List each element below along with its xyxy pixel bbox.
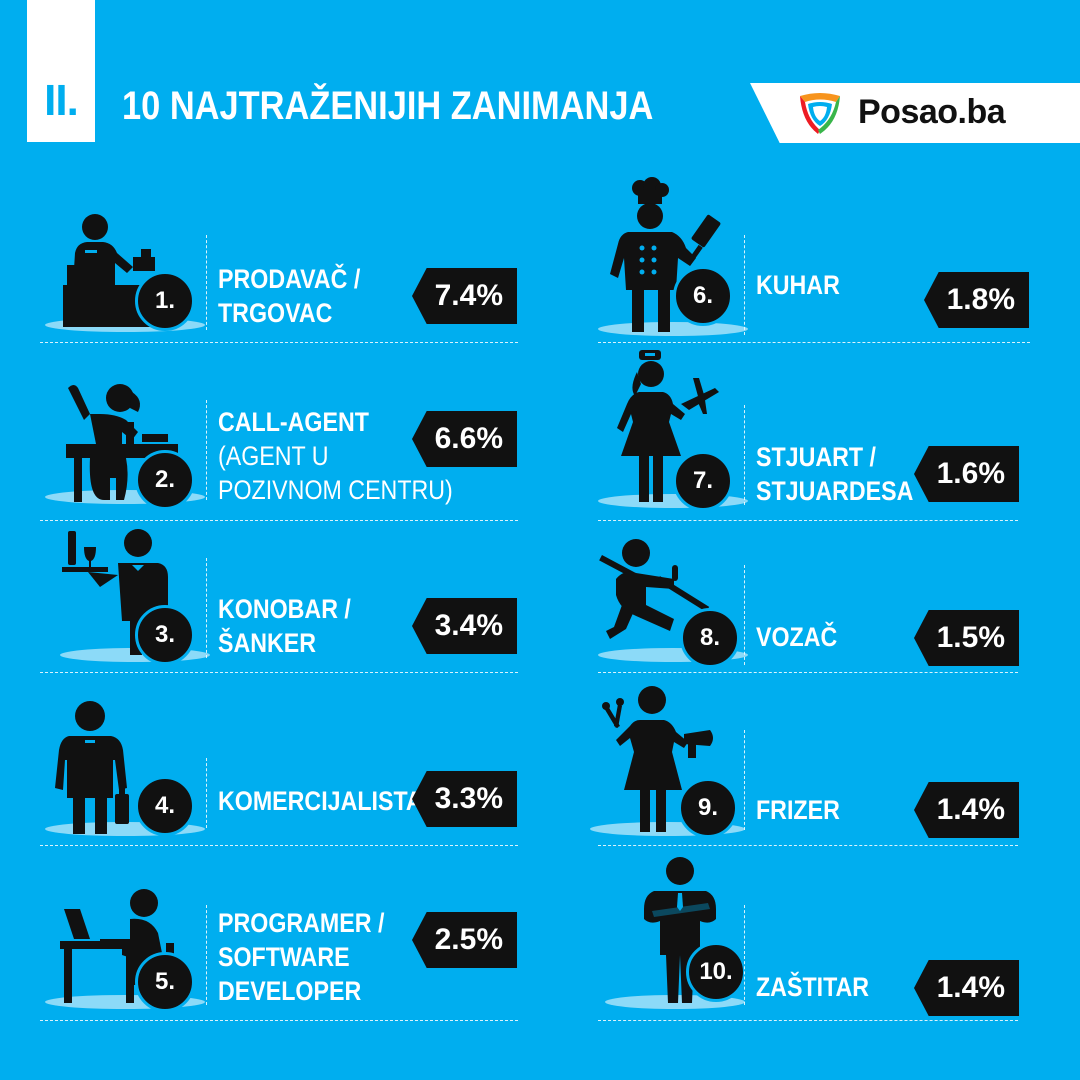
- percent-badge: 3.4%: [412, 598, 517, 654]
- percent-badge: 1.4%: [914, 960, 1019, 1016]
- row-separator: [598, 342, 1030, 343]
- occupation-label: KONOBAR / ŠANKER: [218, 594, 351, 658]
- percent-badge: 3.3%: [412, 771, 517, 827]
- rank-badge: 9.: [678, 778, 738, 838]
- rank-badge: 4.: [135, 776, 195, 836]
- rank-badge: 1.: [135, 271, 195, 331]
- divider: [206, 558, 207, 658]
- divider: [206, 758, 207, 828]
- row-separator: [40, 520, 518, 521]
- divider: [206, 235, 207, 330]
- hairdresser-icon: [602, 686, 713, 832]
- driver-icon: [599, 539, 710, 639]
- row-separator: [40, 672, 518, 673]
- rank-badge: 3.: [135, 605, 195, 665]
- security-guard-icon: [644, 857, 716, 1003]
- row-separator: [598, 1020, 1018, 1021]
- brand-logo-icon: [800, 93, 840, 134]
- row-separator: [40, 1020, 518, 1021]
- percent-badge: 1.5%: [914, 610, 1019, 666]
- salesman-icon: [55, 701, 129, 834]
- percent-badge: 1.8%: [924, 272, 1029, 328]
- percent-badge: 1.6%: [914, 446, 1019, 502]
- chef-icon: [610, 177, 721, 332]
- row-separator: [40, 845, 518, 846]
- percent-badge: 1.4%: [914, 782, 1019, 838]
- flight-attendant-icon: [617, 350, 719, 502]
- occupation-label: FRIZER: [756, 795, 840, 825]
- occupation-label: CALL-AGENT (AGENT U POZIVNOM CENTRU): [218, 407, 453, 505]
- occupation-label: ZAŠTITAR: [756, 972, 870, 1002]
- divider: [744, 905, 745, 1005]
- row-separator: [40, 342, 518, 343]
- occupation-label: KUHAR: [756, 270, 840, 300]
- percent-badge: 7.4%: [412, 268, 517, 324]
- row-separator: [598, 845, 1018, 846]
- divider: [744, 405, 745, 505]
- occupation-label: STJUART / STJUARDESA: [756, 442, 914, 506]
- occupation-label: PRODAVAČ / TRGOVAC: [218, 264, 361, 328]
- rank-badge: 8.: [680, 608, 740, 668]
- divider: [744, 235, 745, 335]
- row-separator: [598, 672, 1018, 673]
- rank-badge: 2.: [135, 450, 195, 510]
- rank-badge: 5.: [135, 952, 195, 1012]
- divider: [744, 565, 745, 665]
- section-number-badge: II.: [27, 0, 95, 142]
- rank-badge: 6.: [673, 266, 733, 326]
- percent-badge: 2.5%: [412, 912, 517, 968]
- occupation-label: KOMERCIJALISTA: [218, 786, 423, 816]
- row-separator: [598, 520, 1018, 521]
- rank-badge: 10.: [686, 942, 746, 1002]
- brand-name: Posao.ba: [858, 93, 1006, 131]
- divider: [206, 905, 207, 1005]
- page-title: 10 NAJTRAŽENIJIH ZANIMANJA: [122, 84, 654, 128]
- occupation-label: VOZAČ: [756, 622, 838, 652]
- occupation-label: PROGRAMER / SOFTWARE DEVELOPER: [218, 908, 385, 1006]
- divider: [744, 730, 745, 830]
- divider: [206, 400, 207, 500]
- rank-badge: 7.: [673, 451, 733, 511]
- percent-badge: 6.6%: [412, 411, 517, 467]
